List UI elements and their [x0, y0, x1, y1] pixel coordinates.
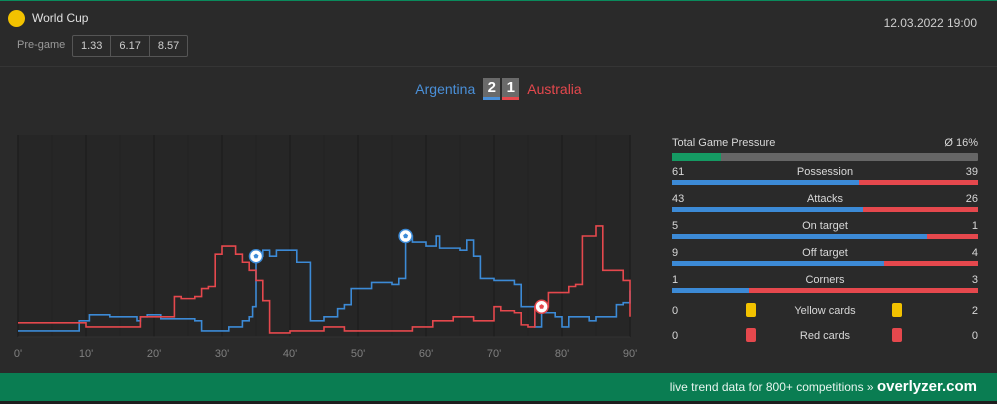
footer-tagline: live trend data for 800+ competitions » — [669, 380, 874, 394]
pregame-odds: 1.33 6.17 8.57 — [72, 35, 189, 57]
cards-label: Red cards — [799, 330, 851, 342]
stat-label: Corners — [805, 274, 845, 286]
x-tick-label: 0' — [14, 348, 22, 360]
x-tick-label: 80' — [555, 348, 569, 360]
stat-away-value: 39 — [965, 166, 978, 178]
stat-away-value: 1 — [971, 220, 978, 232]
stat-bar-away — [862, 207, 978, 212]
stat-label: Possession — [796, 166, 854, 178]
stat-home-value: 1 — [672, 274, 679, 286]
total-pressure-bar — [672, 153, 978, 161]
stat-bar-home — [672, 207, 863, 212]
pressure-trend-chart: 0' 10' 20' 30' 40' 50' 60' 70' 80' 90' — [10, 129, 640, 369]
stat-bar — [672, 180, 978, 185]
series-line-australia — [18, 225, 631, 334]
stat-label: Attacks — [806, 193, 844, 205]
pressure-trend-svg: 0' 10' 20' 30' 40' 50' 60' 70' 80' 90' — [14, 135, 637, 360]
stat-bar-away — [883, 261, 978, 266]
stat-away-value: 4 — [971, 247, 978, 259]
stat-row: 1 Corners 3 — [672, 274, 978, 301]
x-tick-label: 40' — [283, 348, 297, 360]
stat-bar-away — [748, 288, 978, 293]
total-pressure-value: Ø 16% — [944, 137, 978, 149]
stat-home-value: 5 — [672, 220, 679, 232]
stat-bar — [672, 261, 978, 266]
odd-draw: 6.17 — [111, 36, 150, 56]
x-tick-label: 50' — [351, 348, 365, 360]
scoreline: Argentina 2 1 Australia — [0, 75, 997, 103]
goal-ball-pentagon — [539, 304, 545, 309]
away-team-name[interactable]: Australia — [527, 81, 582, 97]
stat-label: Off target — [802, 247, 848, 259]
stat-away-value: 26 — [965, 193, 978, 205]
home-score: 2 — [483, 78, 501, 100]
footer-brand[interactable]: overlyzer.com — [876, 378, 977, 395]
stat-bar — [672, 207, 978, 212]
stat-home-value: 9 — [672, 247, 679, 259]
stat-home-value: 61 — [672, 166, 685, 178]
competition-name[interactable]: World Cup — [32, 11, 89, 25]
home-team-name[interactable]: Argentina — [415, 81, 476, 97]
cards-home-value: 0 — [672, 330, 679, 342]
x-tick-label: 60' — [419, 348, 433, 360]
stat-bar — [672, 288, 978, 293]
stat-away-value: 3 — [971, 274, 978, 286]
x-tick-label: 90' — [623, 348, 637, 360]
yellow-cards-row: 0 Yellow cards 2 — [672, 303, 978, 328]
stat-row: 61 Possession 39 — [672, 166, 978, 193]
match-datetime: 12.03.2022 19:00 — [883, 16, 977, 30]
stats-panel: Total Game Pressure Ø 16% 61 Possession 39… — [672, 137, 978, 353]
yellow-card-icon — [892, 303, 902, 317]
odd-home: 1.33 — [73, 36, 112, 56]
odd-away: 8.57 — [157, 40, 180, 52]
away-score: 1 — [502, 78, 520, 100]
goal-ball-pentagon — [253, 253, 259, 259]
pregame-label: Pre-game — [17, 39, 66, 51]
stat-bar-away — [858, 180, 978, 185]
stat-row: 43 Attacks 26 — [672, 193, 978, 220]
stat-bar-home — [672, 234, 927, 239]
goal-ball-icon[interactable] — [534, 299, 549, 314]
goal-ball-pentagon — [403, 233, 409, 239]
footer-text[interactable]: live trend data for 800+ competitions » … — [670, 378, 977, 395]
cards-away-value: 0 — [971, 330, 978, 342]
bottom-strip — [0, 401, 997, 404]
red-card-icon — [746, 328, 756, 342]
red-cards-row: 0 Red cards 0 — [672, 328, 978, 353]
competition-icon — [8, 10, 25, 27]
stat-row: 5 On target 1 — [672, 220, 978, 247]
yellow-card-icon — [746, 303, 756, 317]
stat-bar-home — [672, 261, 884, 266]
stat-bar-away — [927, 234, 978, 239]
stat-bar-home — [672, 180, 859, 185]
x-tick-label: 10' — [79, 348, 93, 360]
total-pressure-fill — [672, 153, 721, 161]
total-pressure-row: Total Game Pressure Ø 16% — [672, 137, 978, 166]
match-header: World Cup 12.03.2022 19:00 Pre-game 1.33… — [0, 1, 997, 67]
stat-bar-home — [672, 288, 749, 293]
stat-label: On target — [802, 220, 848, 232]
red-card-icon — [892, 328, 902, 342]
cards-home-value: 0 — [672, 305, 679, 317]
x-tick-label: 70' — [487, 348, 501, 360]
stat-home-value: 43 — [672, 193, 685, 205]
cards-away-value: 2 — [971, 305, 978, 317]
goal-ball-icon[interactable] — [248, 248, 264, 264]
total-pressure-label: Total Game Pressure — [672, 137, 776, 149]
x-tick-label: 20' — [147, 348, 161, 360]
x-tick-label: 30' — [215, 348, 229, 360]
stat-row: 9 Off target 4 — [672, 247, 978, 274]
footer-banner[interactable]: live trend data for 800+ competitions » … — [0, 373, 997, 401]
cards-label: Yellow cards — [794, 305, 856, 317]
goal-ball-icon[interactable] — [398, 228, 413, 244]
stat-bar — [672, 234, 978, 239]
